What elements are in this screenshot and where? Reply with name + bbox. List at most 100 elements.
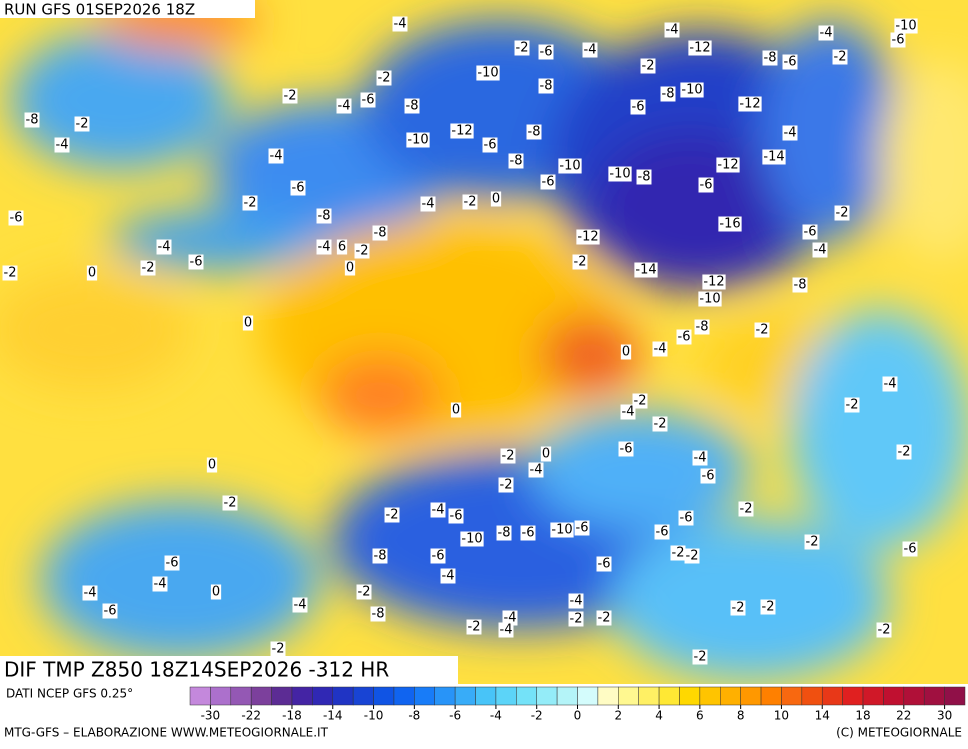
contour-label: -2: [76, 117, 89, 132]
contour-label: -10: [551, 523, 572, 538]
contour-label: -2: [4, 266, 17, 281]
contour-label-bg: [630, 99, 646, 115]
contour-label: -4: [814, 243, 827, 258]
map-label: DIF TMP Z850 18Z14SEP2026 -312 HR: [4, 658, 389, 682]
contour-label: -4: [84, 586, 97, 601]
contour-label: -2: [898, 445, 911, 460]
contour-label: 0: [452, 403, 460, 418]
contour-label: -2: [502, 449, 515, 464]
contour-label-bg: [448, 508, 464, 524]
contour-label-bg: [760, 599, 776, 615]
contour-label-bg: [290, 180, 306, 196]
contour-label: 0: [346, 261, 354, 276]
contour-label: -6: [190, 255, 203, 270]
colorbar-label: -18: [282, 709, 302, 723]
colorbar-swatch: [271, 686, 293, 706]
contour-label: -2: [846, 398, 859, 413]
contour-label: -6: [484, 138, 497, 153]
colorbar-swatch: [291, 686, 313, 706]
credit: MTG-GFS – ELABORAZIONE WWW.METEOGIORNALE…: [4, 726, 329, 740]
contour-label: -4: [154, 577, 167, 592]
contour-label: -8: [638, 170, 651, 185]
contour-label: -12: [717, 158, 738, 173]
contour-label: -2: [224, 496, 237, 511]
colorbar-label: -8: [408, 709, 420, 723]
contour-label: -12: [703, 275, 724, 290]
contour-label-bg: [336, 239, 348, 255]
contour-label-bg: [802, 224, 818, 240]
contour-label: -6: [904, 542, 917, 557]
colorbar-swatch: [495, 686, 517, 706]
contour-label-bg: [82, 585, 98, 601]
contour-label-bg: [700, 468, 716, 484]
contour-label-bg: [316, 208, 332, 224]
contour-label: -6: [540, 45, 553, 60]
colorbar-label: -6: [449, 709, 461, 723]
contour-label: -4: [530, 463, 543, 478]
contour-label: -10: [461, 532, 482, 547]
contour-label-bg: [596, 556, 612, 572]
contour-label-bg: [490, 191, 502, 207]
contour-label: -6: [598, 557, 611, 572]
contour-label: -6: [522, 526, 535, 541]
run-title: RUN GFS 01SEP2026 18Z: [4, 1, 195, 19]
colorbar-label: -22: [241, 709, 261, 723]
contour-label-bg: [140, 260, 156, 276]
contour-label: -6: [104, 604, 117, 619]
colorbar-swatch: [740, 686, 762, 706]
contour-label-bg: [268, 148, 284, 164]
contour-label: -4: [584, 43, 597, 58]
contour-label-bg: [812, 242, 828, 258]
contour-label-bg: [316, 239, 332, 255]
contour-label: -6: [292, 181, 305, 196]
contour-label-bg: [652, 416, 668, 432]
contour-label-bg: [702, 274, 726, 290]
colorbar-swatch: [475, 686, 497, 706]
contour-label: -8: [26, 113, 39, 128]
contour-label: -4: [294, 598, 307, 613]
colorbar-swatch: [720, 686, 741, 706]
contour-label: -10: [559, 159, 580, 174]
contour-label: -2: [878, 623, 891, 638]
contour-label: -2: [570, 612, 583, 627]
contour-labels: -4 -2 -6 -4 -4 -12 -8 -6 -4 -10 -6 -2 -10 -8 -2 -10 -8 -2…: [2, 16, 918, 665]
contour-label: 0: [208, 458, 216, 473]
contour-label-bg: [476, 65, 500, 81]
contour-label: -2: [806, 535, 819, 550]
contour-label: -4: [666, 23, 679, 38]
colorbar-label: 2: [614, 709, 622, 723]
contour-label-bg: [356, 584, 372, 600]
contour-label: -8: [374, 549, 387, 564]
contour-label: -6: [678, 330, 691, 345]
colorbar-label: 30: [937, 709, 952, 723]
contour-label: -2: [142, 261, 155, 276]
contour-label-bg: [152, 576, 168, 592]
contour-label: -2: [516, 41, 529, 56]
contour-label: -8: [764, 51, 777, 66]
contour-label-bg: [242, 315, 254, 331]
contour-label-bg: [502, 610, 518, 626]
colorbar-swatch: [923, 686, 945, 706]
contour-label: -6: [632, 100, 645, 115]
contour-label: -4: [270, 149, 283, 164]
colorbar-label: 8: [737, 709, 745, 723]
contour-label-bg: [844, 397, 860, 413]
contour-label: -8: [696, 320, 709, 335]
contour-label-bg: [678, 510, 694, 526]
contour-label-bg: [74, 116, 90, 132]
contour-label-bg: [652, 341, 668, 357]
contour-label: -2: [732, 601, 745, 616]
contour-label-bg: [684, 548, 700, 564]
contour-label: -6: [166, 556, 179, 571]
contour-label: -6: [10, 211, 23, 226]
contour-label-bg: [420, 196, 436, 212]
colorbar-label: 14: [815, 709, 830, 723]
colorbar-swatch: [801, 686, 823, 706]
contour-label: 0: [212, 585, 220, 600]
contour-label-bg: [336, 98, 352, 114]
contour-label-bg: [540, 174, 556, 190]
contour-label-bg: [188, 254, 204, 270]
contour-label-bg: [450, 123, 474, 139]
contour-label: -8: [794, 278, 807, 293]
